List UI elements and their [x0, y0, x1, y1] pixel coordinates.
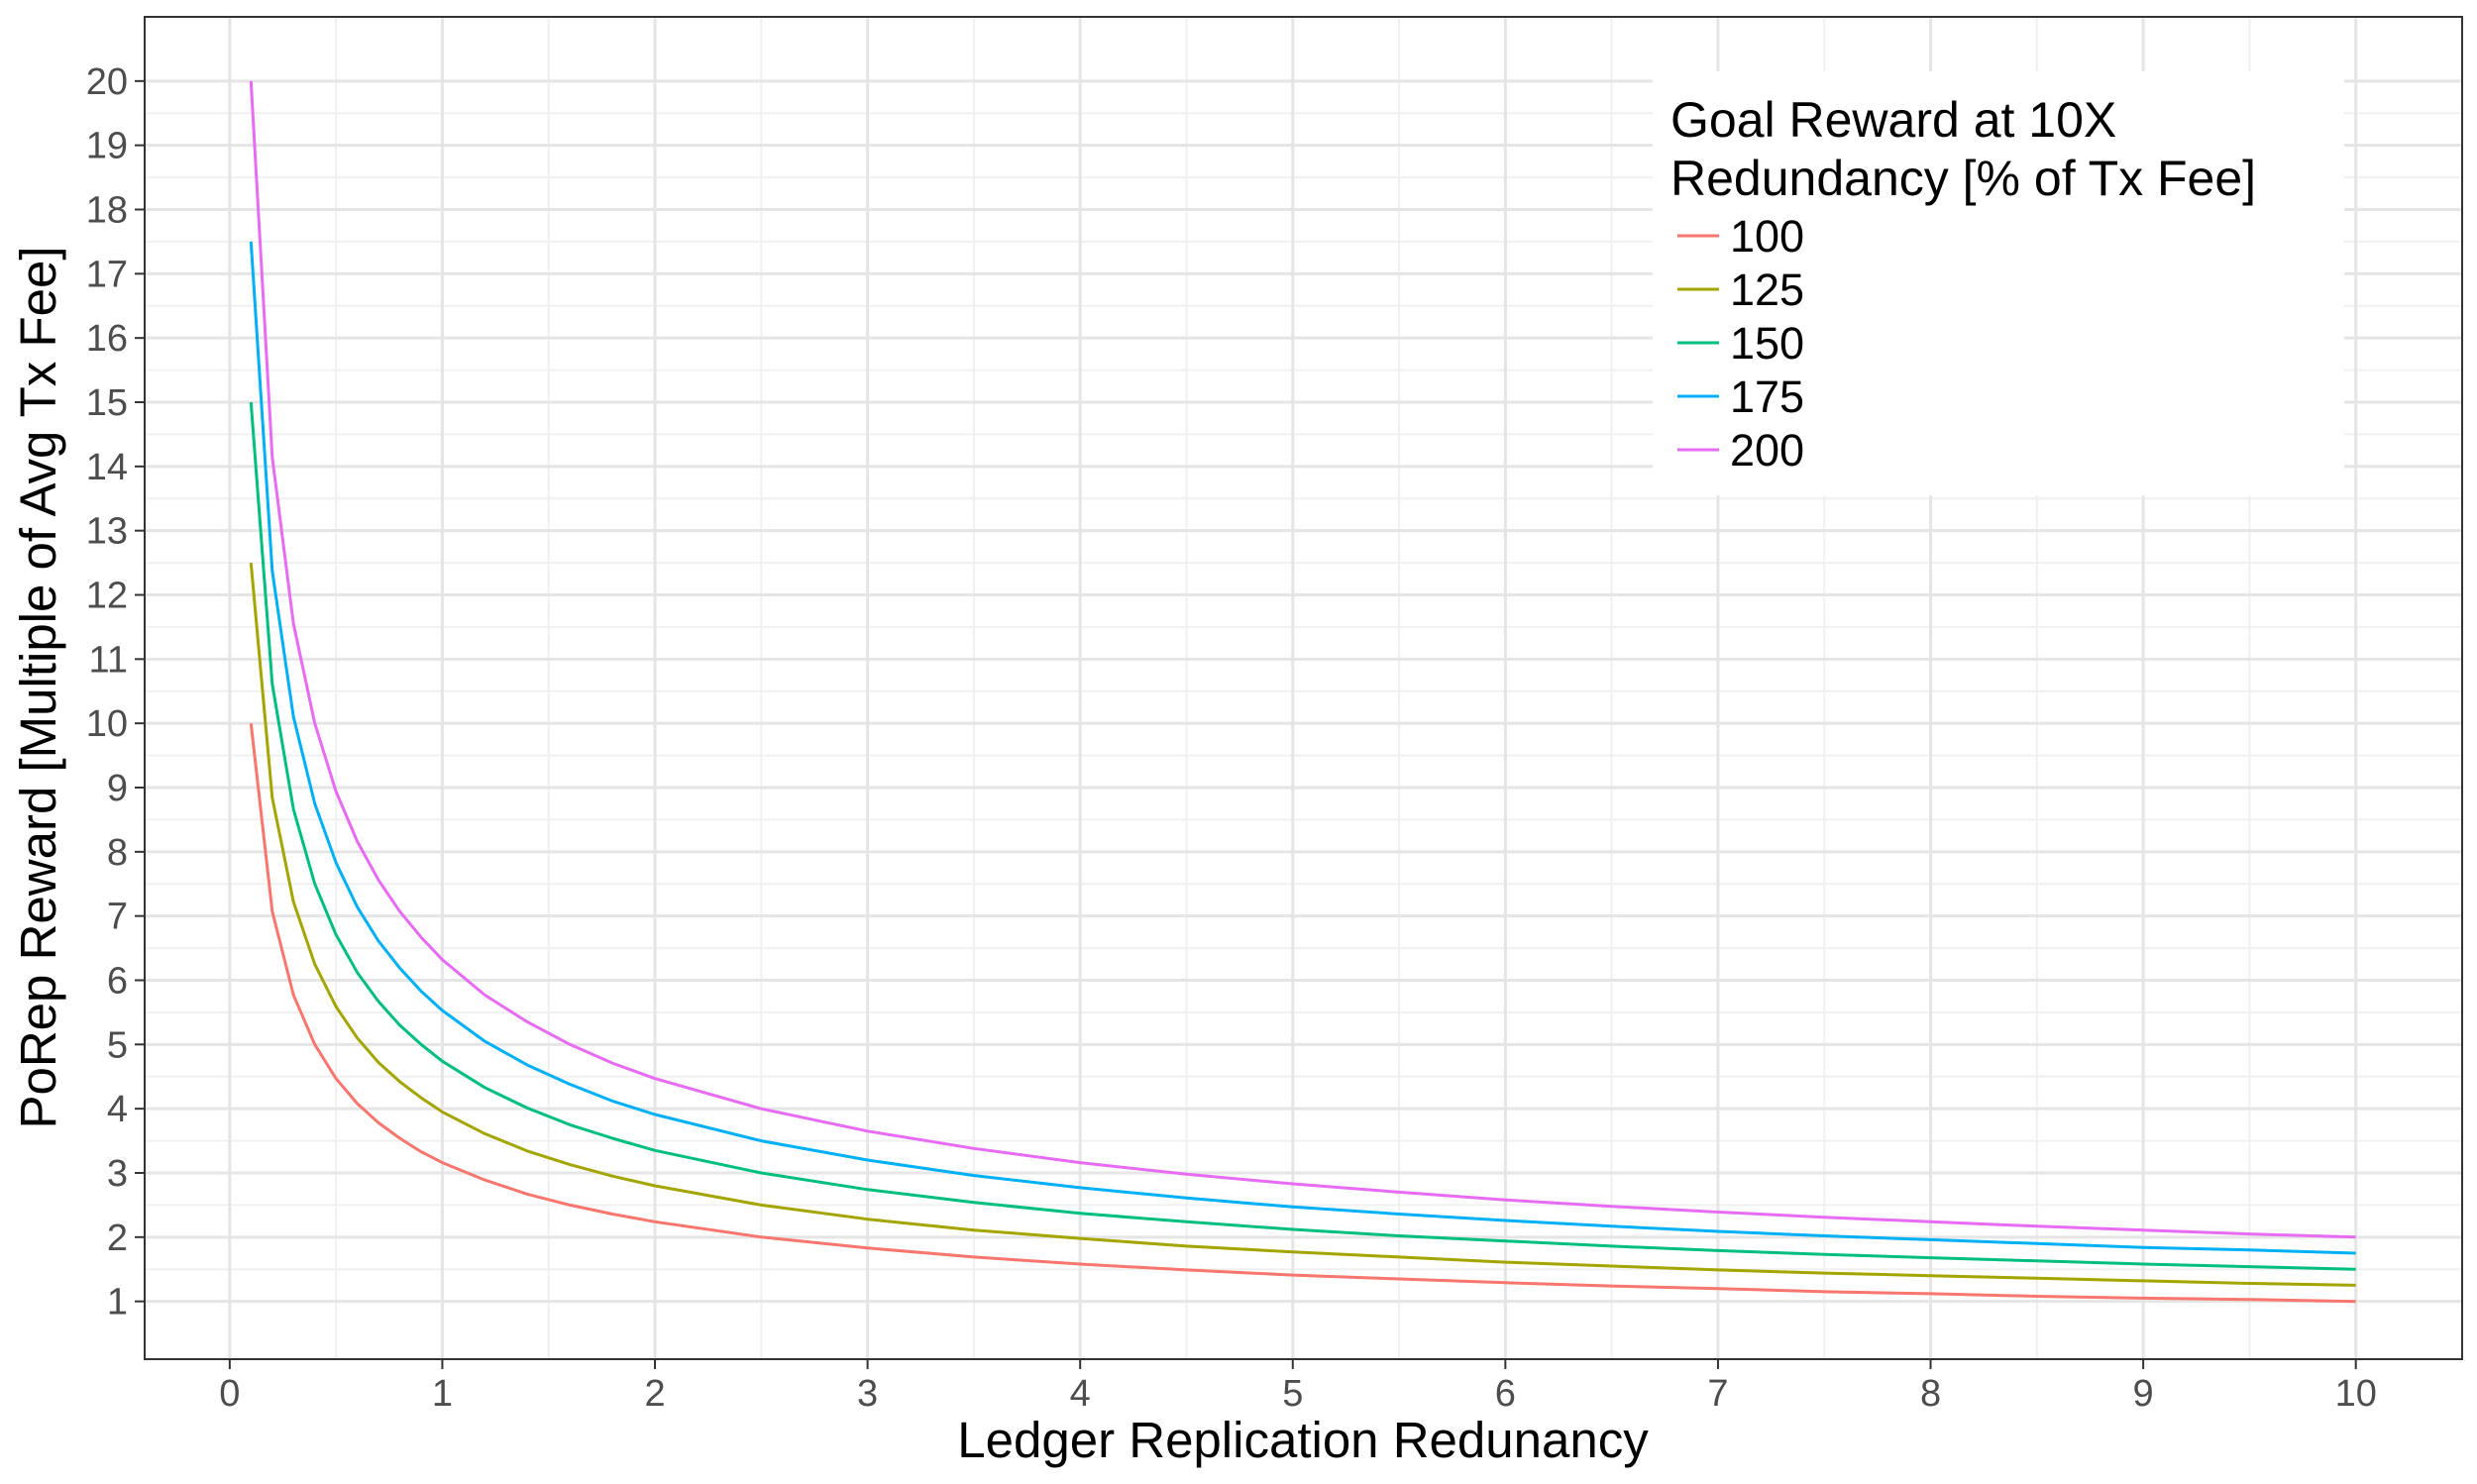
x-tick-label: 6: [1495, 1373, 1516, 1415]
y-tick-label: 14: [86, 447, 128, 488]
y-tick-label: 19: [86, 126, 128, 167]
x-tick-label: 8: [1920, 1373, 1941, 1415]
y-tick-label: 12: [86, 575, 128, 616]
y-tick-label: 11: [89, 639, 128, 681]
legend-label-125: 125: [1730, 265, 1804, 315]
y-tick-label: 15: [86, 382, 128, 424]
x-tick-label: 3: [857, 1373, 878, 1415]
legend-label-150: 150: [1730, 318, 1804, 369]
x-tick-label: 9: [2133, 1373, 2154, 1415]
y-tick-label: 8: [107, 832, 128, 874]
y-tick-label: 1: [107, 1282, 128, 1324]
legend-title-line-2: Redundancy [% of Tx Fee]: [1670, 151, 2256, 206]
y-tick-label: 20: [86, 61, 128, 103]
y-tick-label: 13: [86, 511, 128, 553]
x-tick-label: 5: [1282, 1373, 1303, 1415]
x-axis: 0 1 2 3 4 5 6 7 8 9 10: [219, 1359, 2377, 1415]
x-tick-label: 0: [219, 1373, 240, 1415]
y-tick-label: 16: [86, 318, 128, 360]
legend-title-line-1: Goal Reward at 10X: [1670, 92, 2116, 148]
x-tick-label: 7: [1707, 1373, 1728, 1415]
x-axis-title: Ledger Replication Redunancy: [957, 1412, 1649, 1468]
series-line-100: [249, 723, 2356, 1304]
series-lines: [249, 80, 2356, 1304]
y-tick-label: 9: [107, 768, 128, 809]
series-line-150: [249, 401, 2356, 1271]
y-tick-label: 7: [107, 897, 128, 938]
y-axis-title: PoRep Reward [Multiple of Avg Tx Fee]: [10, 246, 66, 1128]
x-tick-label: 10: [2335, 1373, 2377, 1415]
major-gridlines: [145, 17, 2462, 1359]
y-tick-label: 10: [86, 703, 128, 745]
series-line-200: [249, 80, 2356, 1239]
y-tick-label: 4: [107, 1089, 128, 1130]
x-tick-label: 4: [1070, 1373, 1091, 1415]
plot-border: [144, 16, 2463, 1360]
y-tick-label: 3: [107, 1153, 128, 1195]
y-tick-label: 17: [86, 254, 128, 295]
y-tick-label: 5: [107, 1024, 128, 1066]
legend: Goal Reward at 10X Redundancy [% of Tx F…: [1653, 71, 2344, 495]
legend-label-200: 200: [1730, 425, 1804, 476]
y-tick-label: 6: [107, 960, 128, 1002]
legend-label-100: 100: [1730, 211, 1804, 262]
legend-background: [1653, 71, 2344, 495]
legend-label-175: 175: [1730, 371, 1804, 422]
y-tick-label: 18: [86, 189, 128, 231]
x-tick-label: 2: [644, 1373, 665, 1415]
series-line-175: [249, 241, 2356, 1255]
x-tick-label: 1: [432, 1373, 453, 1415]
series-line-125: [249, 562, 2356, 1287]
y-tick-label: 2: [107, 1218, 128, 1259]
